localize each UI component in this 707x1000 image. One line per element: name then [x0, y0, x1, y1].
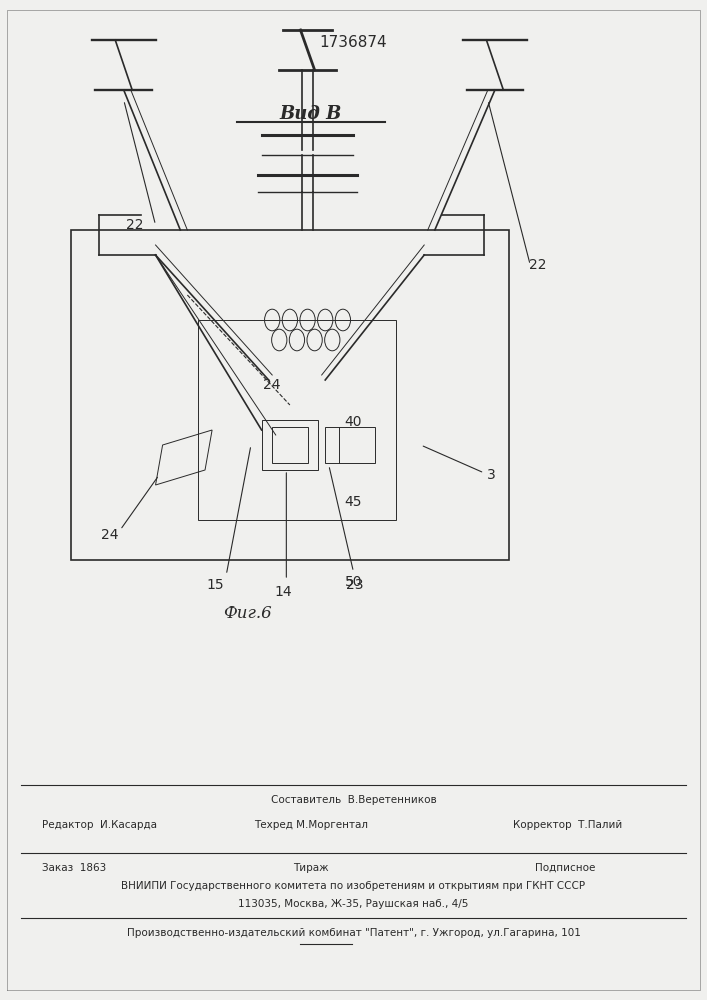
Bar	[272, 427, 308, 463]
Text: 22: 22	[529, 258, 546, 272]
Text: 24: 24	[264, 378, 281, 392]
Text: 40: 40	[345, 415, 362, 429]
Text: Подписное: Подписное	[535, 863, 596, 873]
Bar	[262, 420, 318, 470]
Text: Тираж: Тираж	[293, 863, 329, 873]
Text: 113035, Москва, Ж-35, Раушская наб., 4/5: 113035, Москва, Ж-35, Раушская наб., 4/5	[238, 899, 469, 909]
Text: 15: 15	[207, 578, 224, 592]
Text: 22: 22	[126, 218, 143, 232]
Text: Заказ  1863: Заказ 1863	[42, 863, 107, 873]
Text: 1736874: 1736874	[320, 35, 387, 50]
Text: 23: 23	[346, 578, 363, 592]
Text: Корректор  Т.Палий: Корректор Т.Палий	[513, 820, 622, 830]
Text: 14: 14	[274, 585, 291, 599]
Text: Техред М.Моргентал: Техред М.Моргентал	[254, 820, 368, 830]
Text: 24: 24	[101, 528, 118, 542]
Text: Составитель  В.Веретенников: Составитель В.Веретенников	[271, 795, 436, 805]
Text: Редактор  И.Касарда: Редактор И.Касарда	[42, 820, 158, 830]
Text: 3: 3	[487, 468, 496, 482]
Bar	[325, 427, 375, 463]
Text: 50: 50	[345, 575, 362, 589]
Text: Вид В: Вид В	[280, 105, 342, 123]
Text: 45: 45	[345, 495, 362, 509]
Text: ВНИИПИ Государственного комитета по изобретениям и открытиям при ГКНТ СССР: ВНИИПИ Государственного комитета по изоб…	[122, 881, 585, 891]
Text: Производственно-издательский комбинат "Патент", г. Ужгород, ул.Гагарина, 101: Производственно-издательский комбинат "П…	[127, 928, 580, 938]
Text: Фиг.6: Фиг.6	[223, 605, 271, 622]
